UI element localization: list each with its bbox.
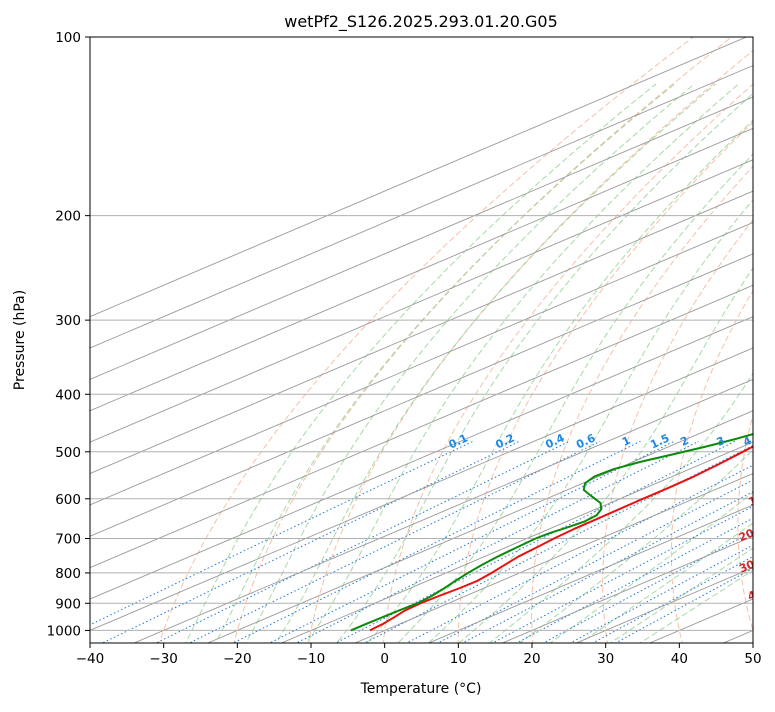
chart-title: wetPf2_S126.2025.293.01.20.G05 xyxy=(284,12,558,32)
x-tick-label: 30 xyxy=(597,651,614,667)
y-tick-label: 500 xyxy=(55,445,81,461)
x-tick-label: −10 xyxy=(297,651,326,667)
y-tick-label: 200 xyxy=(55,209,81,225)
x-tick-label: 10 xyxy=(450,651,467,667)
y-tick-label: 100 xyxy=(55,30,81,46)
y-tick-label: 1000 xyxy=(47,623,81,639)
y-tick-label: 400 xyxy=(55,387,81,403)
x-tick-label: 40 xyxy=(671,651,688,667)
y-axis-label: Pressure (hPa) xyxy=(12,290,28,390)
x-axis-label: Temperature (°C) xyxy=(360,681,482,697)
x-tick-label: −20 xyxy=(223,651,252,667)
x-tick-label: 0 xyxy=(380,651,389,667)
x-tick-label: −40 xyxy=(76,651,105,667)
y-tick-label: 300 xyxy=(55,313,81,329)
y-tick-label: 700 xyxy=(55,532,81,548)
x-tick-label: −30 xyxy=(149,651,178,667)
x-tick-label: 50 xyxy=(744,651,761,667)
x-tick-label: 20 xyxy=(523,651,540,667)
y-tick-label: 900 xyxy=(55,596,81,612)
y-tick-label: 800 xyxy=(55,566,81,582)
y-tick-label: 600 xyxy=(55,492,81,508)
